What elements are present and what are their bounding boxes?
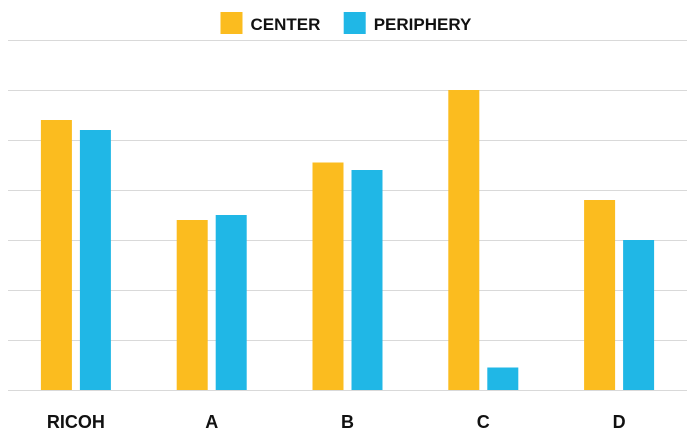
x-tick-label-c: C bbox=[477, 412, 490, 432]
gridlines bbox=[8, 40, 687, 391]
x-tick-label-a: A bbox=[205, 412, 218, 432]
legend-label-periphery: PERIPHERY bbox=[374, 15, 472, 34]
x-tick-label-b: B bbox=[341, 412, 354, 432]
bar-center-c bbox=[448, 90, 480, 390]
bar-periphery-b bbox=[351, 170, 383, 390]
legend: CENTER PERIPHERY bbox=[220, 12, 472, 34]
bars bbox=[40, 90, 655, 390]
legend-swatch-periphery bbox=[343, 12, 366, 34]
x-axis-tick-labels: RICOH A B C D bbox=[47, 412, 626, 432]
bar-center-b bbox=[312, 162, 344, 390]
legend-label-center: CENTER bbox=[251, 15, 321, 34]
bar-center-a bbox=[176, 220, 208, 390]
bar-periphery-d bbox=[623, 240, 655, 390]
x-tick-label-ricoh: RICOH bbox=[47, 412, 105, 432]
bar-center-d bbox=[584, 200, 616, 390]
bar-center-ricoh bbox=[40, 120, 72, 390]
bar-periphery-ricoh bbox=[79, 130, 111, 390]
x-tick-label-d: D bbox=[613, 412, 626, 432]
bar-periphery-c bbox=[487, 367, 519, 390]
bar-periphery-a bbox=[215, 215, 247, 390]
legend-swatch-center bbox=[220, 12, 243, 34]
